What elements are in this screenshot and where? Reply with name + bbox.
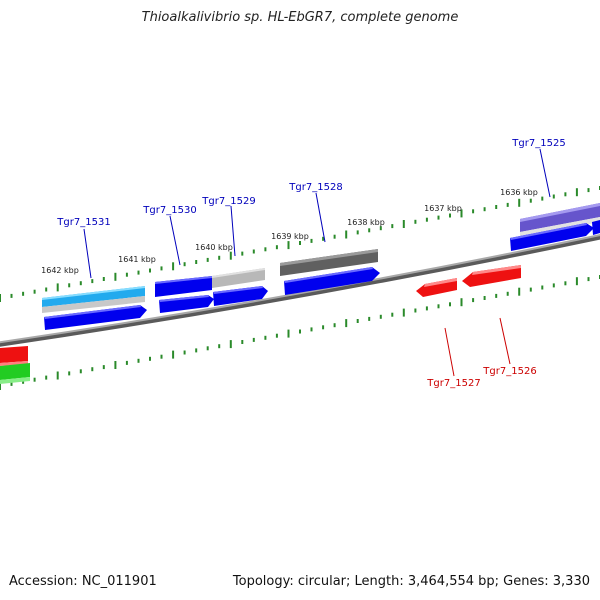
cds-tgr7-1527[interactable] — [416, 278, 457, 297]
genome-backbone — [0, 234, 600, 347]
gene-label-tgr7-1529[interactable]: Tgr7_1529 — [201, 196, 255, 207]
cds-tgr7-1526[interactable] — [462, 265, 521, 287]
kbp-labels: 1642 kbp 1641 kbp 1640 kbp 1639 kbp 1638… — [41, 188, 538, 275]
green-feature-left-edge[interactable] — [0, 363, 30, 384]
kbp-label-1639: 1639 kbp — [271, 232, 309, 241]
label-leader-lines-blue — [83, 148, 551, 279]
outer-tick-ring — [0, 186, 600, 302]
cds-tgr7-1530[interactable] — [159, 295, 214, 313]
cds-tgr7-1531[interactable] — [44, 305, 147, 330]
kbp-label-1637: 1637 kbp — [424, 204, 462, 213]
kbp-label-1640: 1640 kbp — [195, 243, 233, 252]
gene-labels-blue: Tgr7_1531 Tgr7_1530 Tgr7_1529 Tgr7_1528 … — [56, 138, 565, 228]
dark-feature-1528[interactable] — [280, 249, 378, 276]
red-feature-left-edge[interactable] — [0, 346, 28, 366]
gray-feature-1529[interactable] — [212, 268, 265, 288]
label-leader-lines-red — [444, 317, 511, 377]
purple-feature-1525[interactable] — [520, 203, 600, 237]
cds-tgr7-1525[interactable] — [510, 223, 594, 251]
inner-tick-ring — [0, 275, 600, 390]
gene-label-tgr7-1530[interactable]: Tgr7_1530 — [142, 205, 196, 216]
kbp-label-1638: 1638 kbp — [347, 218, 385, 227]
kbp-label-1636: 1636 kbp — [500, 188, 538, 197]
cds-right-edge[interactable] — [592, 220, 600, 235]
cds-tgr7-1529[interactable] — [213, 286, 268, 306]
genome-title: Thioalkalivibrio sp. HL-EbGR7, complete … — [141, 10, 459, 25]
kbp-label-1642: 1642 kbp — [41, 266, 79, 275]
kbp-label-1641: 1641 kbp — [118, 255, 156, 264]
accession-text: Accession: NC_011901 — [9, 574, 157, 589]
gene-label-tgr7-1531[interactable]: Tgr7_1531 — [56, 217, 110, 228]
gene-labels-red: Tgr7_1527 Tgr7_1526 — [426, 366, 536, 389]
cds-tgr7-1530-upper[interactable] — [155, 276, 212, 297]
gene-label-tgr7-1527[interactable]: Tgr7_1527 — [426, 378, 480, 389]
cds-tgr7-1528[interactable] — [284, 267, 380, 295]
cyan-feature-1531[interactable] — [42, 286, 145, 313]
gene-label-tgr7-1526[interactable]: Tgr7_1526 — [482, 366, 536, 377]
gene-label-tgr7-1525[interactable]: Tgr7_1525 — [511, 138, 565, 149]
gene-label-tgr7-1528[interactable]: Tgr7_1528 — [288, 182, 342, 193]
topology-text: Topology: circular; Length: 3,464,554 bp… — [232, 574, 590, 589]
